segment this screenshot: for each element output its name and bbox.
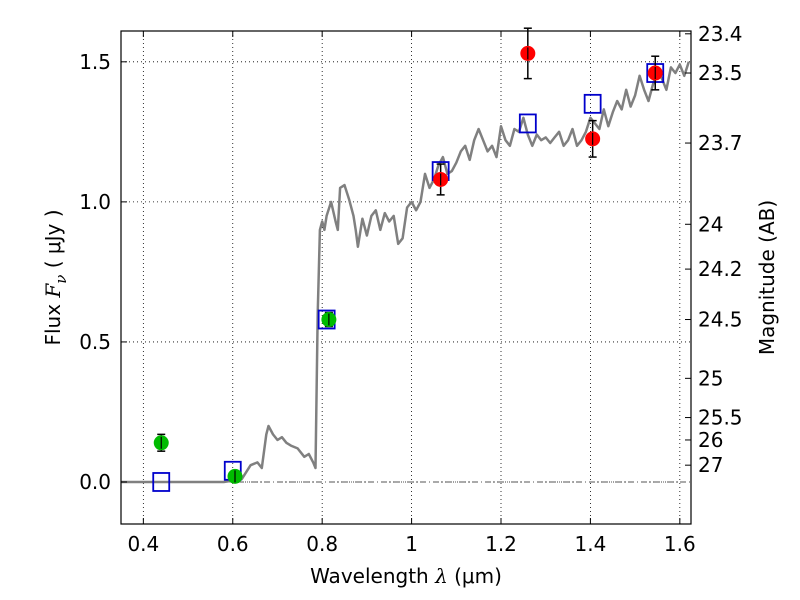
x-axis-label-unit: (μm) [448, 564, 502, 588]
axis-ticks-layer: 0.4 0.6 0.8 1 1.2 1.4 1.6 0.0 0.5 1.0 1.5 23.4 23.5 2… [79, 22, 742, 556]
model-photometry-square [518, 113, 537, 134]
x-tick-label: 1.6 [664, 532, 696, 556]
y-axis-label-symbol: F [41, 283, 65, 299]
x-tick-label: 1.4 [575, 532, 607, 556]
y-axis-label-subscript: ν [52, 275, 70, 284]
model-photometry-square [583, 93, 602, 114]
y2-tick-label: 27 [698, 453, 723, 477]
y2-tick-label: 23.7 [698, 131, 743, 155]
y2-tick-label: 24.5 [698, 308, 743, 332]
x-axis-label: Wavelength λ (μm) [310, 564, 502, 588]
x-tick-label: 0.4 [127, 532, 159, 556]
y-axis-label-unit: ( μJy ) [41, 209, 65, 274]
x-tick-label: 1 [405, 532, 418, 556]
y2-tick-label: 23.4 [698, 22, 743, 46]
x-tick-label: 1.2 [485, 532, 517, 556]
y-tick-label: 0.0 [79, 470, 111, 494]
sed-model-line [121, 61, 690, 484]
y2-tick-label: 25 [698, 366, 723, 390]
sed-model-layer [121, 61, 690, 484]
x-axis-label-prefix: Wavelength [310, 564, 435, 588]
plot-frame [120, 30, 692, 525]
y2-tick-label: 24.2 [698, 257, 743, 281]
y-tick-label: 1.0 [79, 190, 111, 214]
x-tick-label: 0.8 [306, 532, 338, 556]
y2-tick-label: 24 [698, 212, 723, 236]
y-tick-label: 0.5 [79, 330, 111, 354]
y2-axis-label: Magnitude (AB) [755, 200, 779, 355]
data-points-layer [152, 27, 665, 492]
x-axis-label-symbol: λ [434, 564, 448, 588]
y2-tick-label: 25.5 [698, 406, 743, 430]
y2-tick-label: 26 [698, 428, 723, 452]
model-photometry-square [152, 472, 171, 492]
y2-tick-label: 23.5 [698, 61, 743, 85]
grid-lines [121, 31, 691, 524]
y-axis-label-prefix: Flux [41, 298, 65, 346]
y-tick-label: 1.5 [79, 50, 111, 74]
x-tick-label: 0.6 [217, 532, 249, 556]
y-axis-label: Flux Fν ( μJy ) [41, 209, 70, 345]
